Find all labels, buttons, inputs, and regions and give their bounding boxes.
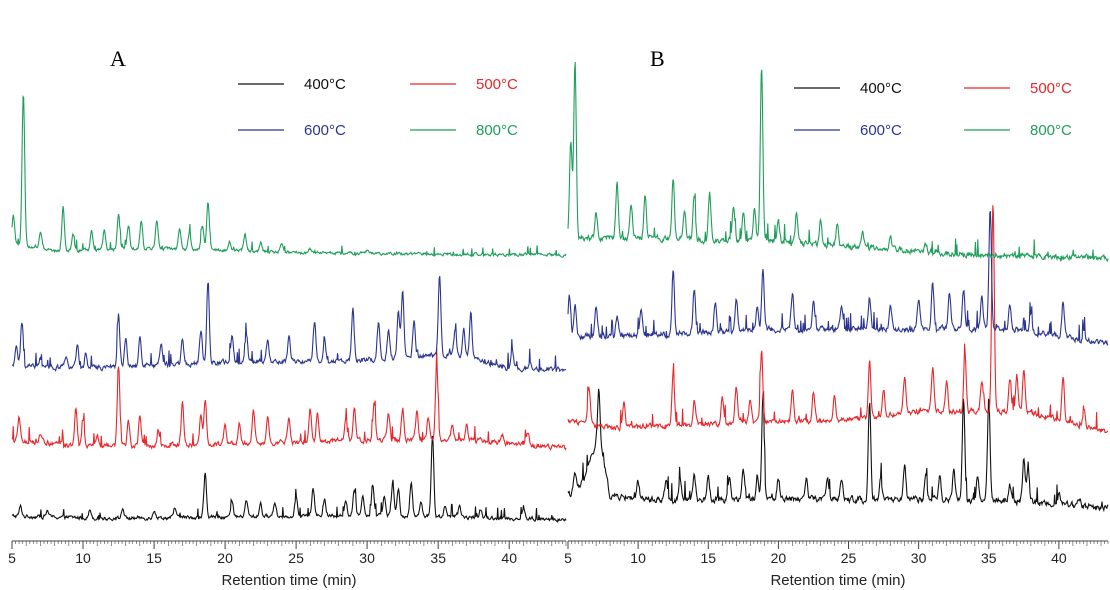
x-axis: 5 10 15 20 25 30 35 40 Retention time (min)	[564, 540, 1109, 589]
x-tick-label: 30	[359, 550, 375, 566]
x-tick-label: 35	[981, 550, 997, 566]
x-tick-label: 10	[75, 550, 91, 566]
traces	[11, 94, 567, 523]
panel-a: A 400°C 500°C 600°C 800°C 5 10 15 20 25 30 35 40 R…	[8, 46, 567, 589]
series-line-500c	[11, 348, 567, 451]
x-axis-title: Retention time (min)	[221, 572, 356, 589]
series-line-400c	[11, 435, 567, 523]
x-tick-label: 5	[564, 550, 572, 566]
legend-label-400c: 400°C	[860, 80, 902, 97]
panel-label: A	[110, 46, 126, 71]
x-tick-label: 15	[701, 550, 717, 566]
panel-label: B	[650, 46, 665, 71]
x-ticks: 5 10 15 20 25 30 35 40	[564, 541, 1109, 566]
legend-label-600c: 600°C	[304, 122, 346, 139]
x-tick-label: 30	[911, 550, 927, 566]
legend-label-800c: 800°C	[1030, 122, 1072, 139]
x-tick-label: 40	[1051, 550, 1067, 566]
legend: 400°C 500°C 600°C 800°C	[794, 80, 1072, 139]
legend-label-500c: 500°C	[476, 76, 518, 93]
series-line-800c	[11, 94, 567, 258]
legend-label-400c: 400°C	[304, 76, 346, 93]
series-line-400c	[567, 388, 1109, 513]
x-tick-label: 25	[288, 550, 304, 566]
x-tick-label: 35	[430, 550, 446, 566]
x-tick-label: 20	[217, 550, 233, 566]
series-line-600c	[12, 275, 567, 373]
legend-label-800c: 800°C	[476, 122, 518, 139]
x-axis-title: Retention time (min)	[770, 572, 905, 589]
series-line-600c	[567, 210, 1109, 346]
x-tick-label: 40	[501, 550, 517, 566]
panel-b: B 400°C 500°C 600°C 800°C 5 10 15 20 25 30 35 40 R…	[564, 46, 1109, 589]
legend: 400°C 500°C 600°C 800°C	[238, 76, 518, 139]
legend-label-600c: 600°C	[860, 122, 902, 139]
x-tick-label: 20	[771, 550, 787, 566]
series-line-500c	[567, 205, 1109, 434]
x-tick-label: 5	[8, 550, 16, 566]
x-axis: 5 10 15 20 25 30 35 40 Retention time (min)	[8, 540, 567, 589]
x-tick-label: 25	[841, 550, 857, 566]
series-line-800c	[567, 61, 1109, 263]
legend-label-500c: 500°C	[1030, 80, 1072, 97]
x-tick-label: 15	[146, 550, 162, 566]
x-ticks: 5 10 15 20 25 30 35 40	[8, 541, 567, 566]
x-tick-label: 10	[630, 550, 646, 566]
traces	[567, 61, 1109, 513]
